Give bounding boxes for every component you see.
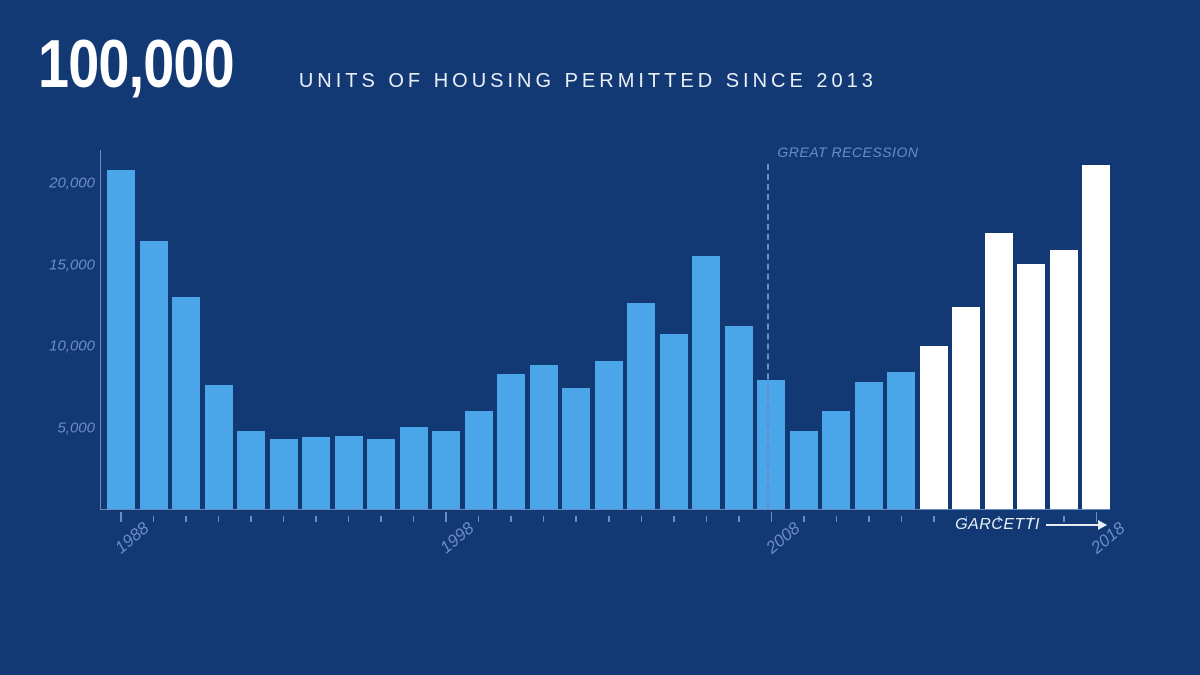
chart-bar [367, 439, 395, 509]
chart-bar [465, 411, 493, 509]
chart-bar [302, 437, 330, 509]
x-axis-label: 1998 [437, 518, 479, 558]
headline-subtitle: UNITS OF HOUSING PERMITTED SINCE 2013 [299, 70, 877, 93]
chart-bar [335, 436, 363, 509]
chart-bar [1017, 264, 1045, 509]
chart-bar [660, 334, 688, 509]
garcetti-annotation: GARCETTI [955, 516, 1106, 534]
x-axis-tick-minor [543, 516, 545, 522]
chart-bar [822, 411, 850, 509]
x-axis-tick-minor [510, 516, 512, 522]
chart-bar [497, 374, 525, 509]
housing-permits-chart: 5,00010,00015,00020,000 GREAT RECESSION … [100, 150, 1110, 510]
x-axis-tick-minor [868, 516, 870, 522]
chart-bar [855, 382, 883, 509]
x-axis-label: 1988 [111, 518, 153, 558]
chart-bar [757, 380, 785, 509]
chart-bar [920, 346, 948, 509]
chart-bar [595, 361, 623, 509]
chart-bar [530, 365, 558, 509]
chart-bar [400, 427, 428, 509]
y-axis-label: 10,000 [35, 338, 95, 355]
x-axis-tick-minor [315, 516, 317, 522]
x-axis-tick-minor [153, 516, 155, 522]
chart-bar [432, 431, 460, 509]
chart-bar [985, 233, 1013, 509]
chart-bar [790, 431, 818, 509]
headline-big-number: 100,000 [38, 30, 234, 98]
x-axis-tick [120, 512, 122, 522]
x-axis-tick-minor [836, 516, 838, 522]
chart-bars [101, 150, 1110, 509]
x-axis-tick-minor [250, 516, 252, 522]
chart-bar [140, 241, 168, 509]
x-axis-tick-minor [933, 516, 935, 522]
garcetti-label: GARCETTI [955, 516, 1040, 534]
x-axis-tick-minor [641, 516, 643, 522]
chart-bar [107, 170, 135, 509]
x-axis-tick-minor [706, 516, 708, 522]
x-axis-tick-minor [575, 516, 577, 522]
recession-marker-line [767, 164, 769, 509]
x-axis-label: 2008 [762, 518, 804, 558]
y-axis-label: 5,000 [35, 420, 95, 437]
x-axis-tick [445, 512, 447, 522]
chart-bar [1082, 165, 1110, 509]
chart-bar [1050, 250, 1078, 509]
x-axis-tick [771, 512, 773, 522]
chart-bar [952, 307, 980, 509]
recession-label: GREAT RECESSION [777, 144, 918, 160]
chart-bar [562, 388, 590, 509]
x-axis-tick-minor [185, 516, 187, 522]
x-axis-tick-minor [901, 516, 903, 522]
x-axis-tick-minor [348, 516, 350, 522]
chart-bar [692, 256, 720, 509]
x-axis-tick-minor [673, 516, 675, 522]
y-axis-label: 15,000 [35, 256, 95, 273]
chart-bar [205, 385, 233, 509]
x-axis-tick-minor [478, 516, 480, 522]
x-axis-tick-minor [803, 516, 805, 522]
chart-bar [627, 303, 655, 509]
x-axis-tick-minor [413, 516, 415, 522]
y-axis-labels: 5,000 10,000 15,000 20,000 [35, 150, 95, 510]
x-axis-tick-minor [283, 516, 285, 522]
x-axis-tick-minor [608, 516, 610, 522]
chart-bar [725, 326, 753, 509]
chart-bar [237, 431, 265, 509]
x-axis-tick-minor [218, 516, 220, 522]
headline-block: 100,000 UNITS OF HOUSING PERMITTED SINCE… [38, 30, 877, 98]
chart-bar [887, 372, 915, 509]
chart-bar [270, 439, 298, 509]
y-axis-label: 20,000 [35, 174, 95, 191]
chart-plot-area: GREAT RECESSION [100, 150, 1110, 510]
arrow-icon [1046, 524, 1106, 526]
x-axis-tick-minor [380, 516, 382, 522]
x-axis-tick-minor [738, 516, 740, 522]
chart-bar [172, 297, 200, 509]
